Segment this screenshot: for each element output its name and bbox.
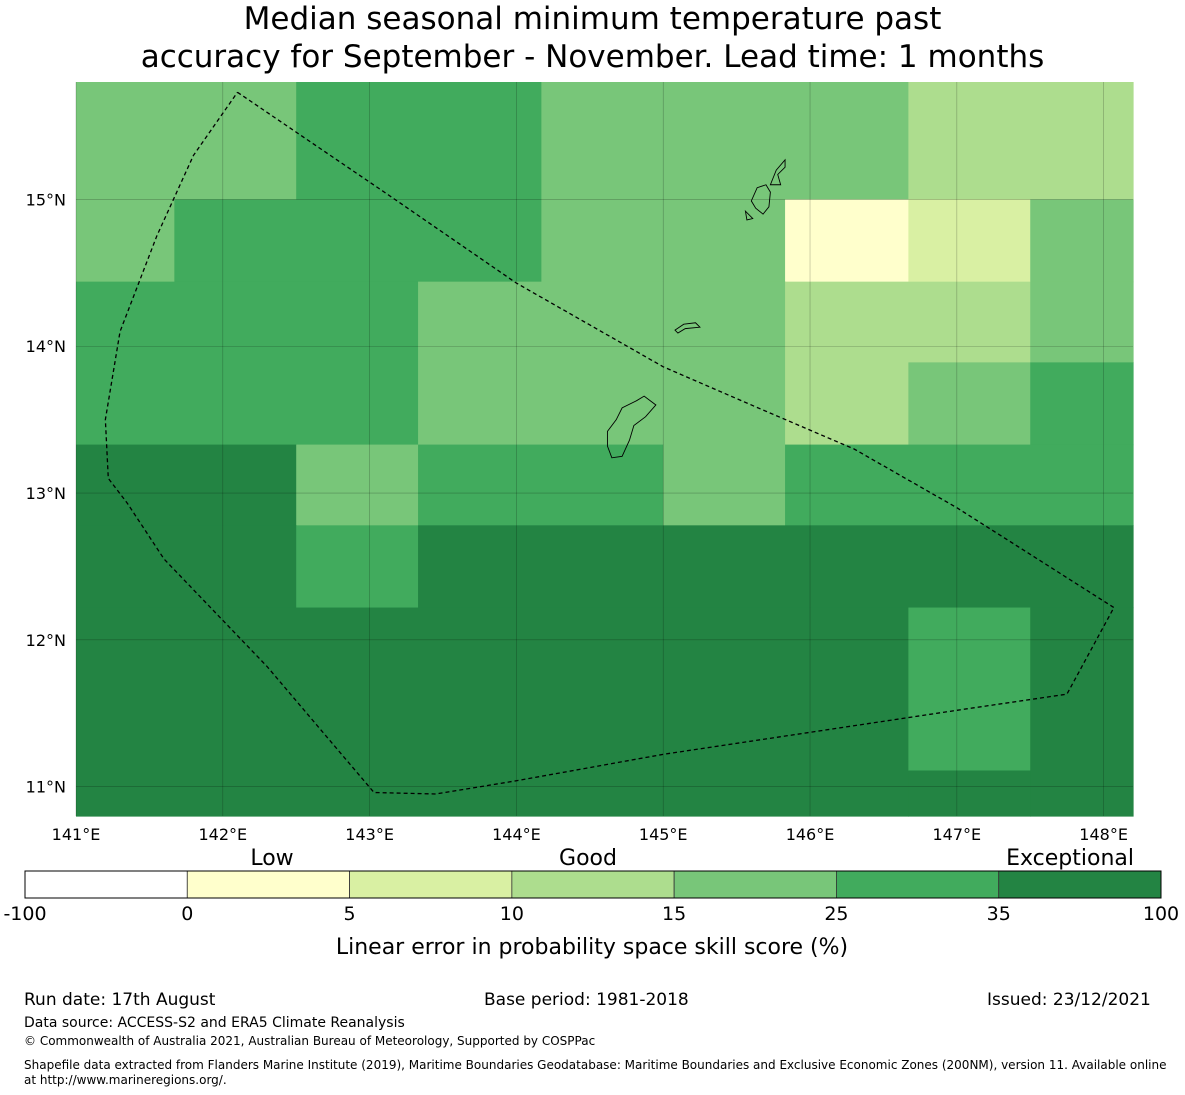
colorbar-tick-label: 10 [500, 903, 524, 925]
island-0 [606, 395, 657, 459]
lat-tick-label: 11°N [26, 778, 66, 797]
run-date: Run date: 17th August [24, 990, 216, 1010]
lon-tick-label: 144°E [492, 825, 541, 844]
copyright: © Commonwealth of Australia 2021, Austra… [24, 1034, 596, 1048]
map-title-line-1: Median seasonal minimum temperature past [243, 1, 942, 37]
base-period: Base period: 1981-2018 [484, 990, 689, 1010]
colorbar-tick-label: 35 [987, 903, 1011, 925]
grid-cell-27 [1030, 607, 1134, 817]
lat-tick-label: 13°N [26, 484, 66, 503]
lon-tick-label: 141°E [52, 825, 101, 844]
grid-cell-8 [908, 199, 1031, 283]
colorbar-category-label: Low [250, 846, 293, 871]
grid-cell-3 [908, 82, 1134, 201]
colorbar-segment-0 [24, 870, 188, 899]
map-title-line-2: accuracy for September - November. Lead … [140, 39, 1045, 75]
grid-cell-21 [76, 525, 297, 609]
colorbar-tick-label: 100 [1143, 903, 1179, 925]
island-2 [744, 209, 754, 221]
lat-tick-label: 12°N [26, 631, 66, 650]
grid-cell-20 [785, 444, 1134, 526]
shapefile-credit-line-2: at http://www.marineregions.org/. [24, 1073, 227, 1087]
grid-cell-7 [785, 199, 909, 283]
lon-tick-label: 142°E [198, 825, 247, 844]
island-4 [769, 158, 786, 186]
colorbar-segment-4 [673, 870, 837, 899]
island-outlines [606, 158, 786, 459]
shapefile-credit-line-1: Shapefile data extracted from Flanders M… [24, 1058, 1167, 1072]
grid-cell-5 [174, 199, 542, 283]
colorbar-frame [24, 870, 1162, 899]
grid-cell-14 [908, 362, 1031, 446]
colorbar-tick-label: 5 [344, 903, 356, 925]
issued-date: Issued: 23/12/2021 [987, 990, 1151, 1010]
lat-tick-label: 14°N [26, 337, 66, 356]
axis-tick-labels: 141°E 142°E 143°E 144°E 145°E 146°E 147°E 148°E… [26, 190, 1128, 844]
lat-tick-label: 15°N [26, 190, 66, 209]
grid-cell-19 [663, 444, 786, 526]
colorbar-segment-6 [998, 870, 1162, 899]
colorbar-segment-3 [511, 870, 675, 899]
grid-cell-13 [1030, 281, 1134, 363]
grid-cell-9 [1030, 199, 1134, 283]
lon-tick-label: 147°E [933, 825, 982, 844]
colorbar-category-label: Exceptional [1006, 846, 1134, 871]
colorbar-legend: -100 0 5 10 15 25 35 100 Low Good Exceptional Linea… [3, 846, 1179, 960]
grid-cell-10 [76, 281, 419, 446]
lon-tick-label: 148°E [1079, 825, 1128, 844]
grid-cell-6 [541, 199, 786, 283]
colorbar-segment-1 [186, 870, 350, 899]
colorbar-category-label: Good [559, 846, 617, 871]
grid-cell-2 [541, 82, 909, 201]
grid-cell-0 [76, 82, 297, 201]
grid-cell-25 [908, 607, 1031, 772]
colorbar-tick-label: 0 [181, 903, 193, 925]
lon-tick-label: 145°E [639, 825, 688, 844]
island-3 [750, 184, 771, 215]
skill-grid-cells [76, 82, 1134, 817]
grid-cell-1 [296, 82, 542, 201]
lon-tick-label: 146°E [786, 825, 835, 844]
grid-cell-18 [418, 444, 664, 526]
grid-cell-23 [418, 525, 1134, 609]
eez-dashed-line [104, 91, 1115, 795]
grid-cell-17 [296, 444, 419, 526]
grid-cell-24 [76, 607, 909, 817]
colorbar-tick-label: 15 [662, 903, 686, 925]
grid-cell-11 [418, 281, 786, 446]
colorbar-tick-label: -100 [3, 903, 46, 925]
eez-boundary [104, 91, 1115, 795]
island-1 [674, 322, 701, 334]
grid-cell-4 [76, 199, 175, 283]
grid-cell-22 [296, 525, 419, 609]
grid-cell-15 [1030, 362, 1134, 446]
colorbar-segment-5 [836, 870, 1000, 899]
grid-cell-16 [76, 444, 297, 526]
colorbar-axis-label: Linear error in probability space skill … [336, 935, 848, 960]
colorbar-segment-2 [349, 870, 513, 899]
grid-cell-26 [908, 770, 1031, 817]
colorbar-tick-label: 25 [824, 903, 848, 925]
data-source: Data source: ACCESS-S2 and ERA5 Climate … [24, 1015, 405, 1031]
graticule [75, 82, 1133, 816]
lon-tick-label: 143°E [345, 825, 394, 844]
